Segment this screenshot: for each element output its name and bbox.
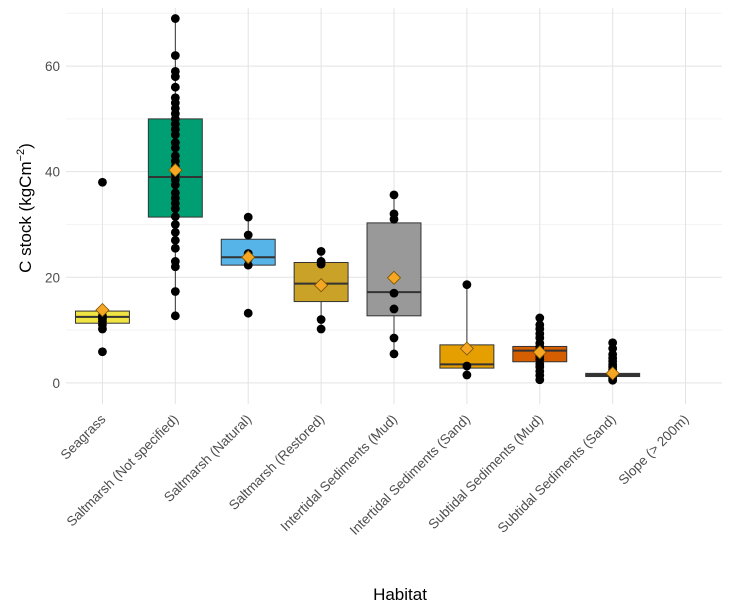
- data-point: [535, 375, 545, 385]
- data-point: [98, 347, 107, 357]
- data-point: [535, 313, 545, 323]
- data-point: [170, 204, 180, 214]
- x-tick-label: Intertidal Sediments (Mud): [278, 412, 401, 535]
- data-point: [243, 230, 253, 240]
- data-point: [243, 212, 253, 222]
- data-points: [98, 14, 618, 385]
- data-point: [389, 304, 399, 314]
- y-axis-title-main: C stock (kgCm: [16, 161, 35, 272]
- data-point: [316, 324, 326, 334]
- boxes: [74, 18, 641, 381]
- data-point: [389, 333, 399, 343]
- mean-markers: [95, 163, 620, 381]
- data-point: [170, 235, 180, 245]
- data-point: [389, 288, 399, 298]
- data-point: [170, 220, 180, 229]
- x-axis-title: Habitat: [373, 585, 427, 604]
- data-point: [170, 262, 180, 272]
- y-tick-label: 40: [45, 165, 60, 180]
- mean-marker: [532, 345, 547, 360]
- data-point: [98, 177, 107, 187]
- data-point: [170, 311, 180, 321]
- box-group: [366, 194, 422, 354]
- y-axis-title: C stock (kgCm−2): [15, 143, 35, 273]
- mean-marker: [168, 163, 183, 178]
- data-point: [243, 260, 253, 270]
- mean-marker: [241, 250, 256, 265]
- data-point: [170, 82, 180, 92]
- y-tick-label: 60: [45, 59, 60, 74]
- data-point: [170, 228, 180, 237]
- data-point: [170, 130, 180, 140]
- data-point: [316, 247, 326, 256]
- data-point: [462, 370, 472, 380]
- data-point: [170, 243, 180, 253]
- box-iqr: [366, 222, 422, 317]
- data-point: [462, 361, 472, 371]
- data-point: [170, 14, 180, 23]
- data-point: [170, 287, 180, 296]
- data-point: [316, 259, 326, 269]
- y-tick-label: 20: [45, 270, 60, 285]
- data-point: [389, 190, 399, 200]
- mean-marker: [386, 270, 402, 285]
- data-point: [170, 72, 180, 82]
- data-point: [98, 324, 107, 334]
- x-tick-label: Seagrass: [58, 411, 109, 462]
- y-axis-ticks: 0 20 40 60: [45, 59, 60, 391]
- data-point: [462, 280, 472, 290]
- data-point: [389, 214, 399, 224]
- y-axis-title-close: ): [16, 143, 35, 149]
- x-tick-label: Slope (> 200m): [616, 412, 692, 488]
- y-tick-label: 0: [52, 376, 60, 391]
- y-axis-title-exponent: −2: [15, 149, 27, 162]
- data-point: [316, 315, 326, 324]
- data-point: [243, 308, 253, 318]
- data-point: [170, 212, 180, 221]
- data-point: [170, 51, 180, 60]
- mean-marker: [95, 302, 110, 318]
- x-tick-label: Intertidal Sediments (Sand): [347, 412, 473, 538]
- data-point: [170, 180, 180, 190]
- mean-marker: [605, 366, 620, 381]
- data-point: [389, 349, 399, 359]
- mean-marker: [459, 341, 474, 356]
- mean-marker: [314, 278, 329, 293]
- x-tick-label: Subtidal Sediments (Sand): [495, 412, 619, 536]
- data-point: [170, 143, 180, 153]
